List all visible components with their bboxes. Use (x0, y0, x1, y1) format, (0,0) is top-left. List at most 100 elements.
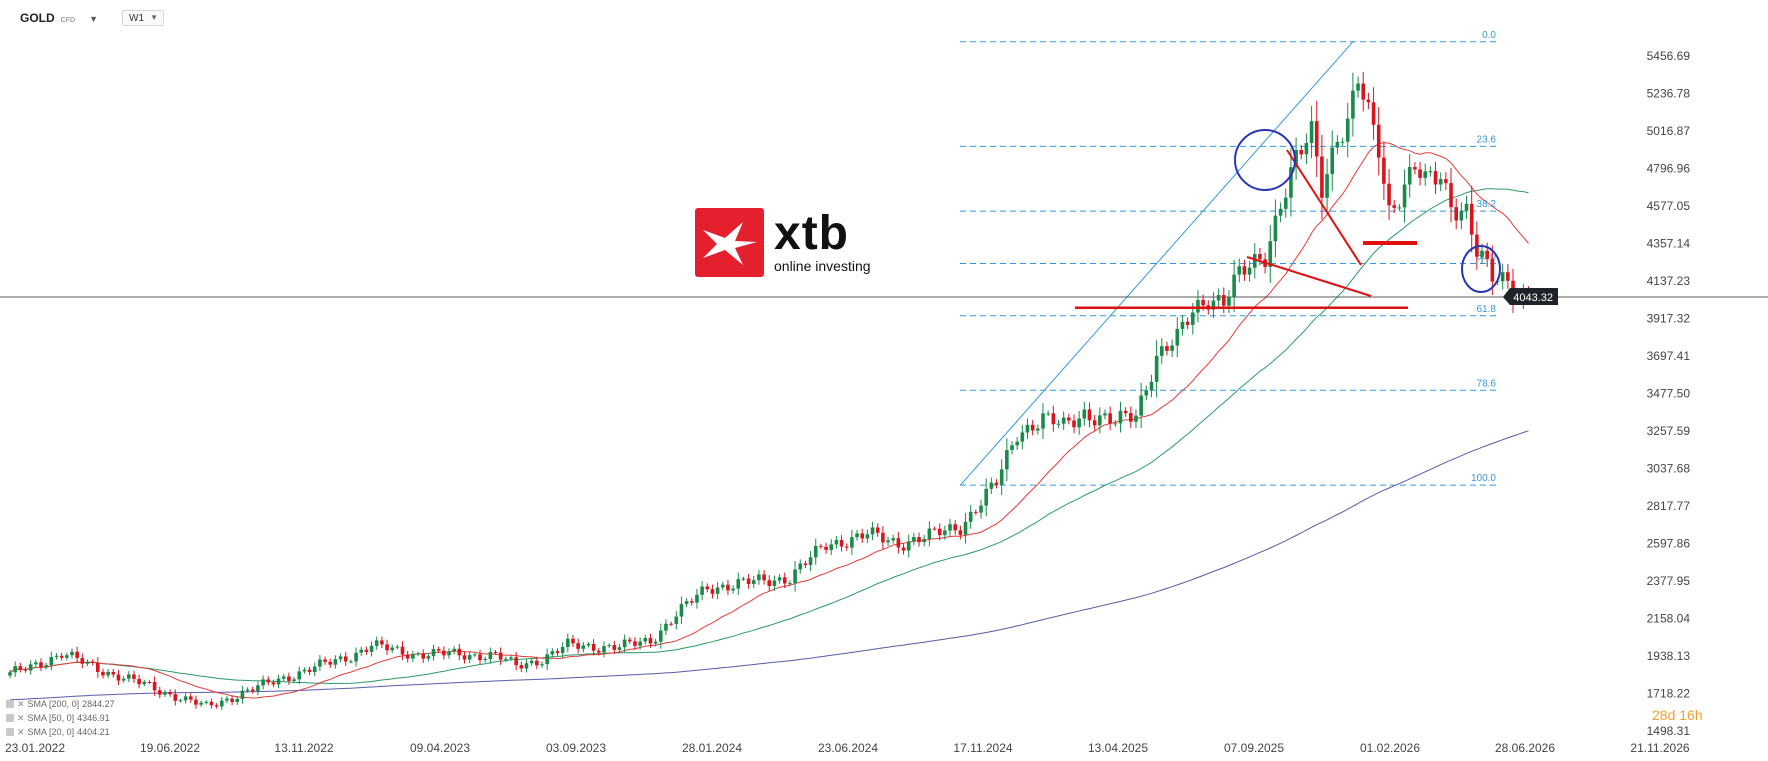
candle (1402, 169, 1407, 223)
candle-body (90, 661, 95, 664)
legend-label: SMA [50, 0] (27, 713, 75, 723)
candle (39, 658, 43, 672)
candle (1376, 106, 1381, 176)
candle (183, 693, 188, 704)
price-tag-box (1510, 288, 1558, 306)
candle-body (219, 700, 224, 707)
legend-item-sma200[interactable]: ✕ SMA [200, 0] 2844.27 (6, 697, 115, 711)
legend-item-sma20[interactable]: ✕ SMA [20, 0] 4404.21 (6, 725, 115, 739)
candle-body (473, 654, 477, 656)
candle-body (1485, 250, 1489, 259)
candle-body (1103, 413, 1107, 416)
candle-body (1149, 381, 1154, 391)
candle-body (1340, 141, 1345, 143)
candle (1113, 419, 1118, 427)
candle (1232, 259, 1236, 313)
y-tick-label: 4357.14 (1647, 237, 1691, 251)
countdown-hours: 16 (1679, 707, 1695, 723)
legend-value: 4404.21 (77, 727, 110, 737)
candle (870, 521, 875, 540)
candle (13, 661, 17, 677)
timeframe-selector[interactable]: W1 ▼ (122, 10, 164, 26)
fib-level-label: 78.6 (1477, 378, 1497, 389)
close-icon[interactable]: ✕ (17, 713, 25, 723)
candle-body (426, 656, 431, 659)
candle-body (1464, 203, 1469, 211)
fib-trend-line (959, 41, 1354, 486)
candle-body (901, 547, 906, 551)
y-tick-label: 3037.68 (1647, 462, 1691, 476)
legend-item-sma50[interactable]: ✕ SMA [50, 0] 4346.91 (6, 711, 115, 725)
candle-body (757, 574, 761, 581)
candle-body (297, 671, 302, 680)
candle (813, 538, 818, 565)
candle-body (416, 653, 420, 655)
candle (1185, 317, 1190, 330)
candle (550, 648, 555, 658)
candle (612, 640, 617, 655)
close-icon[interactable]: ✕ (17, 727, 25, 737)
close-icon[interactable]: ✕ (17, 699, 25, 709)
candle (1123, 407, 1128, 417)
candle-body (312, 666, 317, 673)
xtb-logo-mark-icon (695, 208, 764, 277)
eye-icon[interactable] (6, 714, 14, 722)
candle (302, 667, 307, 674)
candle (1129, 406, 1133, 429)
candle-body (333, 659, 338, 665)
candle-body (101, 671, 105, 676)
candle-body (1005, 450, 1009, 470)
candle (1005, 438, 1009, 482)
candle-body (1345, 118, 1350, 142)
candle (54, 653, 59, 660)
candle (726, 580, 730, 596)
candle-body (772, 580, 777, 586)
candle (447, 648, 451, 659)
candle (679, 596, 684, 625)
candle (917, 532, 921, 547)
candle (1273, 199, 1278, 258)
candle (684, 598, 689, 608)
downtrend-line (1286, 149, 1362, 266)
candle-body (865, 534, 870, 539)
fib-level-label: 100.0 (1471, 473, 1496, 484)
candle (1392, 199, 1397, 214)
candle (710, 584, 715, 599)
candle-body (999, 469, 1004, 485)
candle (767, 575, 772, 592)
candle-body (478, 654, 482, 661)
candle (731, 585, 735, 594)
candle (214, 703, 219, 709)
candle (540, 661, 544, 668)
candle-body (235, 698, 240, 702)
candle-body (829, 544, 834, 550)
candle (932, 526, 937, 531)
candle (369, 641, 374, 657)
candle (819, 543, 823, 549)
candle-body (1325, 174, 1329, 198)
candle (85, 659, 90, 666)
candle (34, 659, 38, 668)
candle (700, 581, 704, 601)
candle (199, 700, 203, 707)
candle (535, 656, 539, 670)
candle (1335, 135, 1340, 155)
candle (664, 619, 668, 635)
candle-body (819, 545, 823, 547)
symbol-selector[interactable]: GOLD CFD ▼ (20, 11, 98, 25)
candle-body (28, 664, 33, 671)
candle-body (1314, 121, 1319, 157)
eye-icon[interactable] (6, 728, 14, 736)
candle-body (1015, 441, 1019, 446)
candle-body (1108, 413, 1112, 424)
candle-body (1010, 445, 1014, 451)
candle (504, 656, 508, 662)
candle-body (617, 647, 622, 650)
candle-body (1221, 294, 1226, 306)
candle-body (178, 700, 183, 702)
fib-level-label: 0.0 (1482, 30, 1496, 41)
eye-icon[interactable] (6, 700, 14, 708)
chevron-down-icon: ▼ (89, 14, 98, 24)
candle (560, 642, 565, 658)
